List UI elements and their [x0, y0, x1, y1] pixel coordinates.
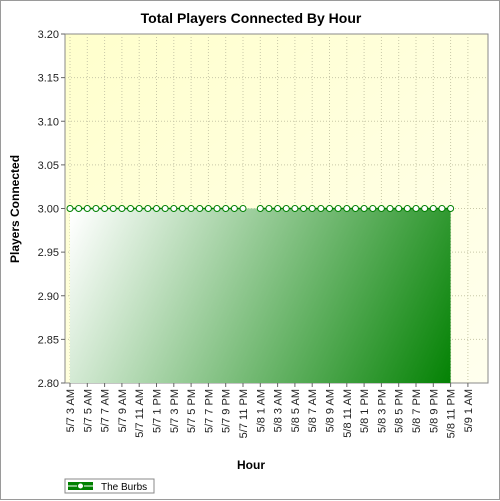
- data-point: [282, 205, 290, 212]
- data-point: [412, 205, 420, 212]
- x-tick-label: 5/9 1 AM: [463, 389, 475, 432]
- data-point: [274, 205, 282, 212]
- legend: The Burbs: [64, 478, 155, 494]
- x-tick-label: 5/7 9 AM: [117, 389, 129, 432]
- y-tick-label: 2.90: [38, 291, 59, 303]
- y-axis-title: Players Connected: [8, 155, 22, 263]
- data-point: [239, 205, 247, 212]
- data-point: [256, 205, 264, 212]
- x-tick-label: 5/8 5 PM: [394, 389, 406, 433]
- area-fill: [70, 208, 451, 383]
- y-tick-label: 2.80: [38, 378, 59, 390]
- data-point: [403, 205, 411, 212]
- x-tick-label: 5/8 9 PM: [428, 389, 440, 433]
- x-tick-label: 5/8 3 PM: [376, 389, 388, 433]
- data-point: [317, 205, 325, 212]
- x-axis-ticks: 5/7 3 AM 5/7 5 AM 5/7 7 AM 5/7 9 AM 5/7 11 A…: [65, 383, 475, 438]
- y-tick-label: 3.15: [38, 73, 59, 85]
- x-tick-label: 5/8 9 AM: [325, 389, 337, 432]
- x-tick-label: 5/8 11 AM: [342, 389, 354, 438]
- x-tick-label: 5/8 1 PM: [359, 389, 371, 433]
- data-point: [118, 205, 126, 212]
- x-tick-label: 5/8 7 AM: [307, 389, 319, 432]
- data-point: [395, 205, 403, 212]
- data-point: [83, 205, 91, 212]
- data-point: [92, 205, 100, 212]
- x-tick-label: 5/7 7 PM: [203, 389, 215, 433]
- data-point: [144, 205, 152, 212]
- legend-label: The Burbs: [101, 482, 147, 493]
- x-tick-label: 5/8 7 PM: [411, 389, 423, 433]
- data-point: [213, 205, 221, 212]
- data-point: [438, 205, 446, 212]
- series-points-layer: [66, 205, 455, 212]
- data-point: [326, 205, 333, 212]
- data-point: [127, 205, 135, 212]
- y-tick-label: 3.05: [38, 160, 59, 172]
- data-point: [66, 205, 74, 212]
- data-point: [360, 205, 368, 212]
- x-tick-label: 5/8 5 AM: [290, 389, 302, 432]
- data-point: [109, 205, 117, 212]
- data-point: [351, 205, 359, 212]
- data-point: [429, 205, 437, 212]
- x-tick-label: 5/8 1 AM: [255, 389, 267, 432]
- x-tick-label: 5/7 3 AM: [65, 389, 77, 432]
- data-point: [187, 205, 195, 212]
- x-tick-label: 5/8 11 PM: [446, 389, 458, 438]
- y-axis-ticks: 2.80 2.85 2.90 2.95 3.00 3.05 3.10 3.15 3.20: [38, 29, 65, 390]
- x-tick-label: 5/7 11 AM: [134, 389, 146, 438]
- data-point: [369, 205, 377, 212]
- data-point: [421, 205, 429, 212]
- data-point: [75, 205, 83, 212]
- data-point: [308, 205, 316, 212]
- data-point: [300, 205, 308, 212]
- y-tick-label: 3.10: [38, 116, 59, 128]
- data-point: [343, 205, 351, 212]
- x-tick-label: 5/7 1 PM: [152, 389, 164, 433]
- data-point: [291, 205, 299, 212]
- data-point: [101, 205, 109, 212]
- x-tick-label: 5/7 7 AM: [100, 389, 112, 432]
- data-point: [230, 205, 238, 212]
- data-point: [161, 205, 169, 212]
- data-point: [377, 205, 385, 212]
- x-tick-label: 5/7 11 PM: [238, 389, 250, 438]
- area-fill-layer: [70, 208, 451, 383]
- data-point: [334, 205, 342, 212]
- y-tick-label: 2.95: [38, 247, 59, 259]
- x-tick-label: 5/7 9 PM: [221, 389, 233, 433]
- data-point: [170, 205, 178, 212]
- data-point: [178, 205, 186, 212]
- x-tick-label: 5/7 5 AM: [82, 389, 94, 432]
- data-point: [386, 205, 394, 212]
- data-point: [222, 205, 230, 212]
- y-tick-label: 2.85: [38, 334, 59, 346]
- data-point: [204, 205, 212, 212]
- data-point: [447, 205, 455, 212]
- y-tick-label: 3.20: [38, 29, 59, 41]
- chart-title: Total Players Connected By Hour: [141, 10, 362, 26]
- data-point: [265, 205, 273, 212]
- y-tick-label: 3.00: [38, 204, 59, 216]
- data-point: [135, 205, 143, 212]
- data-point: [196, 205, 204, 212]
- data-point: [153, 205, 160, 212]
- x-tick-label: 5/7 3 PM: [169, 389, 181, 433]
- x-tick-label: 5/8 3 AM: [273, 389, 285, 432]
- x-axis-title: Hour: [237, 458, 265, 472]
- x-tick-label: 5/7 5 PM: [186, 389, 198, 433]
- legend-marker: [77, 482, 84, 490]
